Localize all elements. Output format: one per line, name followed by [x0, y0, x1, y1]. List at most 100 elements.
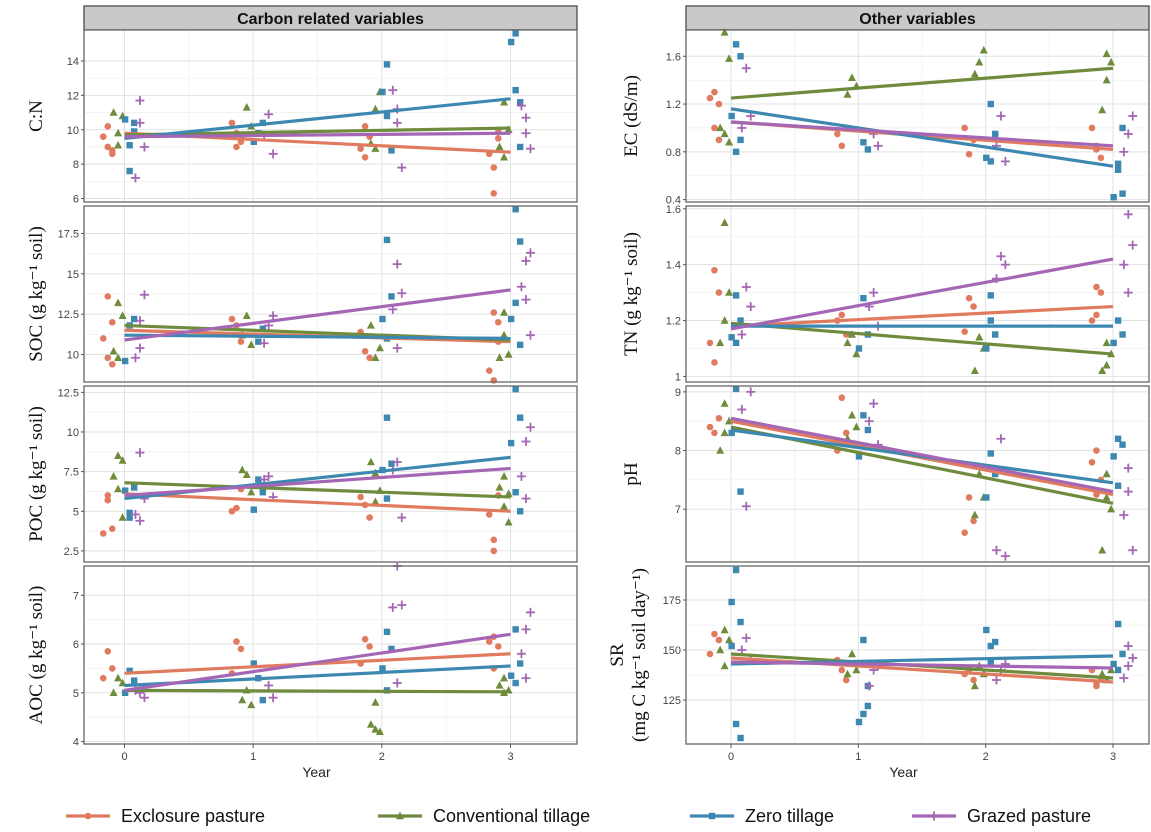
- trend-line-conventional: [124, 481, 511, 499]
- y-tick-label: 1.2: [666, 99, 681, 111]
- data-point-conventional: [1098, 669, 1107, 678]
- data-point-grazed: [139, 693, 149, 703]
- data-point-zero: [1114, 435, 1122, 442]
- data-point-conventional: [504, 517, 513, 526]
- data-point-zero: [516, 341, 524, 349]
- data-point-exclosure: [366, 354, 373, 362]
- x-tick-label: 3: [1110, 751, 1116, 763]
- legend-key-marker: [396, 811, 404, 820]
- data-point-grazed: [741, 633, 751, 643]
- legend-label: Zero tillage: [745, 806, 834, 826]
- data-point-exclosure: [1097, 289, 1105, 296]
- data-point-exclosure: [711, 88, 718, 96]
- trend-line-zero: [124, 97, 511, 140]
- y-tick-label: 6: [73, 194, 79, 206]
- data-point-zero: [121, 689, 129, 696]
- data-point-zero: [126, 142, 133, 149]
- y-tick-label: 4: [73, 737, 79, 749]
- data-point-conventional: [716, 338, 725, 347]
- data-point-zero: [987, 100, 994, 108]
- data-point-conventional: [114, 673, 123, 682]
- data-point-exclosure: [706, 423, 714, 431]
- data-point-grazed: [264, 471, 274, 481]
- trend-line-grazed: [124, 466, 511, 498]
- data-point-grazed: [516, 471, 526, 481]
- data-point-zero: [732, 41, 740, 48]
- data-point-conventional: [852, 349, 861, 358]
- data-point-zero: [737, 317, 744, 324]
- data-point-zero: [1110, 194, 1117, 201]
- data-point-zero: [512, 626, 519, 633]
- data-point-conventional: [1102, 75, 1111, 84]
- data-point-zero: [388, 460, 395, 467]
- data-point-grazed: [516, 101, 526, 111]
- data-point-conventional: [504, 350, 513, 358]
- y-tick-label: 0.8: [666, 147, 681, 159]
- data-point-grazed: [1000, 551, 1010, 561]
- data-point-zero: [855, 453, 863, 460]
- data-point-exclosure: [108, 360, 116, 368]
- data-point-grazed: [521, 494, 531, 504]
- data-point-zero: [512, 385, 519, 393]
- data-point-conventional: [970, 69, 979, 78]
- data-point-conventional: [716, 123, 725, 132]
- data-point-grazed: [135, 516, 145, 526]
- panel-left-3: 4 5 6 7 AOC (g kg⁻¹ soil): [26, 561, 578, 749]
- data-point-exclosure: [711, 630, 718, 638]
- data-point-zero: [259, 325, 267, 332]
- data-point-conventional: [238, 465, 247, 474]
- data-point-conventional: [504, 489, 513, 498]
- y-tick-label: 10: [67, 427, 79, 439]
- y-tick-label: 10: [67, 125, 79, 137]
- data-point-zero: [732, 339, 740, 347]
- y-tick-label: 12.5: [58, 309, 79, 321]
- data-point-grazed: [135, 448, 145, 458]
- x-axes: 0 1 2 3 Year 0 1 2 3 Year: [121, 744, 1116, 780]
- y-tick-label: 1.2: [666, 316, 681, 328]
- data-point-zero: [512, 30, 519, 37]
- data-point-conventional: [843, 90, 852, 98]
- data-point-zero: [516, 508, 524, 515]
- y-axis-title: C:N: [26, 100, 47, 132]
- x-tick-label: 2: [983, 751, 989, 763]
- data-point-zero: [987, 158, 994, 165]
- data-point-conventional: [371, 497, 380, 505]
- data-point-exclosure: [104, 143, 112, 151]
- data-point-grazed: [139, 290, 149, 300]
- panel-border: [685, 29, 1150, 203]
- data-point-zero: [1119, 190, 1126, 197]
- data-point-grazed: [521, 295, 531, 305]
- data-point-conventional: [366, 720, 375, 728]
- panel-border: [83, 29, 578, 203]
- y-tick-label: 10: [67, 350, 79, 362]
- data-point-zero: [512, 87, 519, 94]
- data-point-grazed: [521, 128, 531, 138]
- data-point-zero: [121, 116, 129, 123]
- data-point-grazed: [1123, 661, 1133, 671]
- data-point-grazed: [139, 142, 149, 152]
- data-point-zero: [737, 136, 744, 144]
- data-point-grazed: [525, 607, 535, 617]
- data-point-grazed: [1128, 653, 1138, 663]
- data-point-grazed: [392, 678, 402, 688]
- x-axis-title: Year: [889, 764, 918, 780]
- data-point-exclosure: [485, 511, 493, 518]
- data-point-exclosure: [838, 142, 846, 150]
- data-point-exclosure: [108, 147, 116, 154]
- y-tick-label: 1.4: [666, 260, 681, 272]
- strip-title: Carbon related variables: [237, 11, 424, 28]
- data-point-conventional: [375, 727, 384, 736]
- data-point-zero: [516, 414, 524, 421]
- strip-header: [685, 5, 1150, 31]
- data-point-zero: [516, 660, 524, 667]
- data-point-grazed: [135, 316, 145, 326]
- y-tick-label: 7: [675, 504, 681, 516]
- y-axis-title: EC (dS/m): [621, 75, 642, 157]
- data-point-zero: [516, 99, 524, 106]
- data-point-conventional: [720, 428, 729, 437]
- data-point-grazed: [130, 173, 140, 183]
- data-point-grazed: [521, 436, 531, 446]
- data-point-conventional: [843, 338, 852, 347]
- y-tick-label: 125: [663, 695, 681, 707]
- data-point-conventional: [847, 649, 856, 658]
